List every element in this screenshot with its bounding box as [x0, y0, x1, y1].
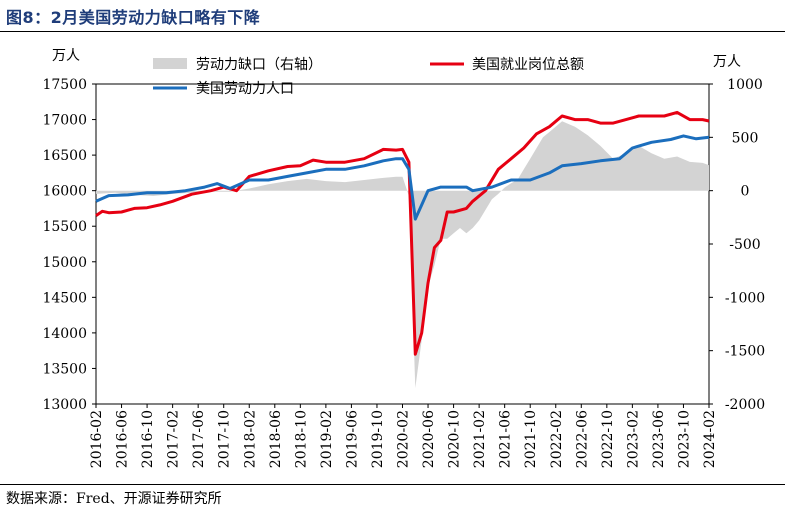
right-tick-label: -500	[729, 237, 760, 253]
right-tick-label: -1000	[725, 290, 765, 306]
legend-label-gap: 劳动力缺口（右轴）	[196, 57, 322, 73]
x-tick-label: 2020-10	[447, 410, 463, 468]
gap-area-series	[96, 121, 709, 389]
x-tick-label: 2017-10	[217, 410, 233, 468]
x-tick-label: 2017-06	[191, 410, 207, 468]
x-tick-label: 2023-10	[676, 410, 692, 468]
left-tick-label: 16500	[42, 148, 87, 164]
x-tick-label: 2018-10	[293, 410, 309, 468]
legend-swatch-gap	[153, 58, 187, 69]
x-tick-label: 2016-02	[89, 410, 105, 468]
right-tick-label: 0	[741, 184, 750, 200]
x-tick-label: 2023-02	[625, 410, 641, 468]
right-tick-label: -2000	[725, 397, 765, 413]
source-note: 数据来源：Fred、开源证券研究所	[6, 491, 222, 507]
line-series-group	[95, 110, 710, 356]
x-tick-label: 2018-02	[242, 410, 258, 468]
x-tick-label: 2023-06	[651, 410, 667, 468]
left-tick-label: 13500	[42, 361, 87, 377]
axes: 13000 13500 14000 14500 15000 15500 16000 16500…	[42, 77, 765, 468]
left-tick-label: 16000	[42, 184, 87, 200]
x-tick-label: 2021-10	[523, 410, 539, 468]
legend-label-labor: 美国劳动力人口	[196, 81, 294, 97]
left-tick-label: 17000	[42, 113, 87, 129]
x-tick-label: 2018-06	[268, 410, 284, 468]
x-tick-label: 2017-02	[166, 410, 182, 468]
x-tick-label: 2019-02	[319, 410, 335, 468]
legend: 劳动力缺口（右轴） 美国就业岗位总额 美国劳动力人口	[153, 57, 584, 97]
left-tick-label: 13000	[42, 397, 87, 413]
x-tick-label: 2022-06	[574, 410, 590, 468]
left-tick-label: 17500	[42, 77, 87, 93]
x-tick-label: 2021-06	[498, 410, 514, 468]
x-tick-label: 2019-10	[370, 410, 386, 468]
left-tick-label: 14000	[42, 326, 87, 342]
x-tick-label: 2016-10	[140, 410, 156, 468]
right-tick-label: 500	[732, 130, 759, 146]
left-tick-label: 15500	[42, 219, 87, 235]
x-tick-label: 2019-06	[344, 410, 360, 468]
x-tick-label: 2016-06	[115, 410, 131, 468]
right-tick-label: 1000	[727, 77, 763, 93]
x-tick-label: 2024-02	[702, 410, 718, 468]
bottom-divider	[0, 484, 785, 485]
x-tick-label: 2021-02	[472, 410, 488, 468]
x-tick-label: 2020-06	[421, 410, 437, 468]
left-tick-label: 15000	[42, 255, 87, 271]
jobs-line	[95, 110, 710, 356]
gap-area	[96, 121, 709, 389]
right-axis-unit: 万人	[713, 54, 741, 70]
chart-title: 图8：2月美国劳动力缺口略有下降	[6, 8, 261, 27]
left-axis-unit: 万人	[52, 48, 80, 64]
x-tick-label: 2020-02	[396, 410, 412, 468]
labor-force-line	[95, 134, 710, 221]
right-tick-label: -1500	[725, 344, 765, 360]
top-divider	[0, 31, 785, 32]
left-tick-label: 14500	[42, 290, 87, 306]
legend-label-jobs: 美国就业岗位总额	[472, 57, 584, 73]
plot-frame	[95, 83, 710, 405]
x-tick-label: 2022-10	[600, 410, 616, 468]
x-tick-label: 2022-02	[549, 410, 565, 468]
